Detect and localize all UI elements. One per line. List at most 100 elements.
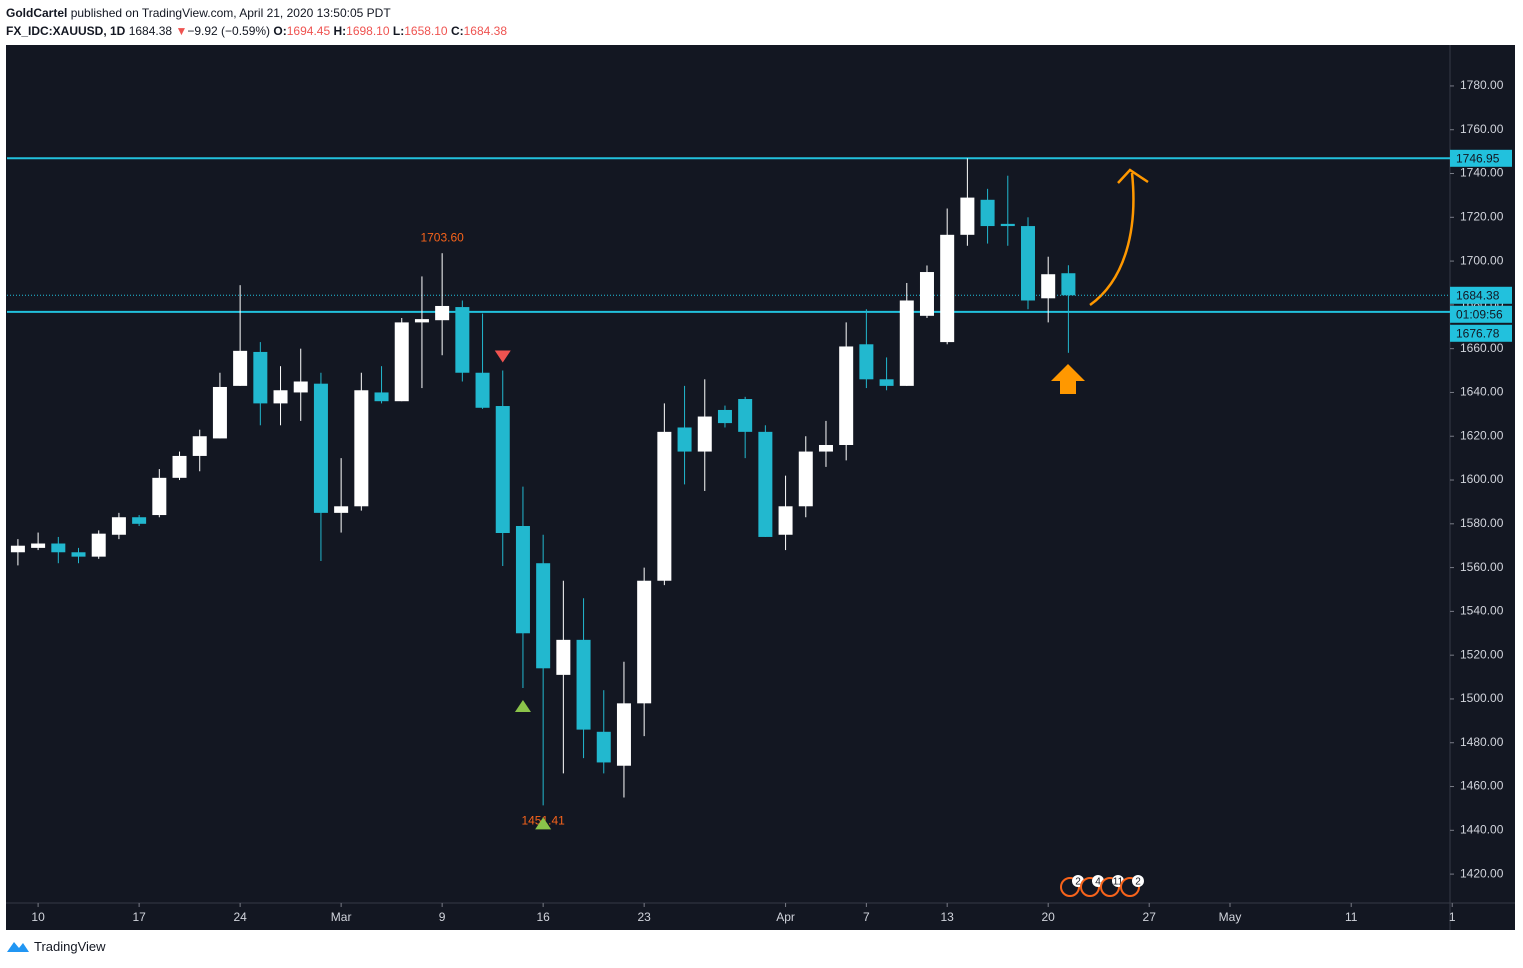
y-tick-label: 1780.00: [1460, 78, 1504, 92]
candle-body: [192, 436, 207, 456]
brand: TradingView: [34, 938, 106, 954]
candle-body: [374, 392, 389, 402]
candle-body: [212, 386, 227, 439]
candle-body: [475, 372, 490, 408]
candle-body: [31, 543, 46, 548]
candle-body: [51, 543, 66, 553]
y-tick-label: 1500.00: [1460, 691, 1504, 705]
candle-body: [657, 431, 672, 581]
candle-body: [10, 545, 25, 553]
price-annotation: 1703.60: [420, 230, 464, 244]
y-tick-label: 1600.00: [1460, 472, 1504, 486]
y-tick-label: 1660.00: [1460, 341, 1504, 355]
candle-body: [354, 390, 369, 507]
x-tick-label: 16: [536, 910, 550, 924]
x-tick-label: 27: [1143, 910, 1157, 924]
candle-body: [1041, 274, 1056, 299]
chart: 1420.00 1440.00 1460.00 1480.00 1500.00 1520.…: [6, 45, 1515, 930]
price-label: 1746.95: [1456, 151, 1500, 165]
footer: TradingView: [6, 938, 106, 954]
event-badge: [1132, 875, 1144, 887]
event-count: 4: [1095, 877, 1101, 888]
x-tick-label: 17: [132, 910, 146, 924]
candle-body: [71, 552, 86, 557]
candle-body: [91, 533, 106, 557]
candle-body: [899, 300, 914, 386]
y-tick-label: 1560.00: [1460, 560, 1504, 574]
candle-body: [313, 383, 328, 513]
price-label: 1684.38: [1456, 288, 1500, 302]
low-label: L:: [392, 24, 405, 38]
symbol: FX_IDC:XAUUSD, 1D: [6, 24, 126, 38]
y-tick-label: 1740.00: [1460, 166, 1504, 180]
candle-body: [495, 406, 510, 534]
candle-body: [758, 431, 773, 537]
candle-body: [919, 272, 934, 316]
y-tick-label: 1580.00: [1460, 516, 1504, 530]
candle-body: [1061, 273, 1076, 296]
price-label: 01:09:56: [1456, 307, 1503, 321]
y-tick-label: 1640.00: [1460, 385, 1504, 399]
x-tick-label: Mar: [331, 910, 352, 924]
price-label-bg: [1450, 149, 1512, 167]
candle-body: [172, 455, 187, 478]
y-tick-label: 1760.00: [1460, 122, 1504, 136]
candle-body: [455, 307, 470, 373]
candle-body: [778, 506, 793, 535]
x-tick-label: Apr: [776, 910, 795, 924]
y-tick-label: 1440.00: [1460, 822, 1504, 836]
candle-body: [677, 427, 692, 452]
curved-arrow-head: [1117, 168, 1149, 184]
candle-body: [253, 351, 268, 404]
curved-arrow: [1089, 172, 1135, 307]
signal-up: [535, 817, 552, 830]
candle-body: [637, 580, 652, 704]
arrow: ▼: [175, 24, 188, 38]
candle-body: [556, 639, 571, 675]
header: GoldCartel published on TradingView.com,…: [6, 4, 507, 40]
candle-body: [879, 379, 894, 386]
y-tick-label: 1480.00: [1460, 735, 1504, 749]
event-count: 2: [1135, 877, 1141, 888]
y-tick-label: 1540.00: [1460, 604, 1504, 618]
candle-body: [1000, 223, 1015, 227]
x-tick-label: 23: [637, 910, 651, 924]
candle-body: [1020, 226, 1035, 301]
candle-body: [334, 506, 349, 513]
candle-body: [798, 451, 813, 507]
event-count: 11: [1113, 877, 1124, 888]
low: 1658.10: [404, 24, 448, 38]
author: GoldCartel: [6, 6, 68, 20]
candle-body: [576, 639, 591, 730]
y-tick-label: 1420.00: [1460, 866, 1504, 880]
close-label: C:: [450, 24, 464, 38]
candle-body: [717, 409, 732, 424]
candle-body: [596, 731, 611, 763]
x-tick-label: 7: [863, 910, 870, 924]
candle-body: [152, 477, 167, 516]
candle-body: [132, 517, 147, 524]
candle-body: [859, 344, 874, 380]
x-tick-label: 20: [1042, 910, 1056, 924]
candle-body: [960, 197, 975, 235]
high-label: H:: [333, 24, 347, 38]
candle-body: [111, 517, 126, 535]
candle-body: [515, 525, 530, 634]
event-count: 2: [1075, 877, 1081, 888]
candle-body: [273, 390, 288, 404]
x-tick-label: 10: [31, 910, 45, 924]
published: published on TradingView.com, April 21, …: [70, 6, 391, 20]
candle-body: [980, 199, 995, 227]
candle-body: [293, 381, 308, 393]
close: 1684.38: [463, 24, 508, 38]
y-tick-label: 1460.00: [1460, 779, 1504, 793]
up-arrow: [1051, 364, 1085, 394]
price-label: 1676.78: [1456, 326, 1500, 340]
price-label-bg: [1450, 305, 1512, 323]
candle-body: [738, 399, 753, 432]
x-tick-label: May: [1219, 910, 1242, 924]
y-tick-label: 1700.00: [1460, 253, 1504, 267]
open-label: O:: [273, 24, 287, 38]
x-tick-label: 13: [941, 910, 955, 924]
